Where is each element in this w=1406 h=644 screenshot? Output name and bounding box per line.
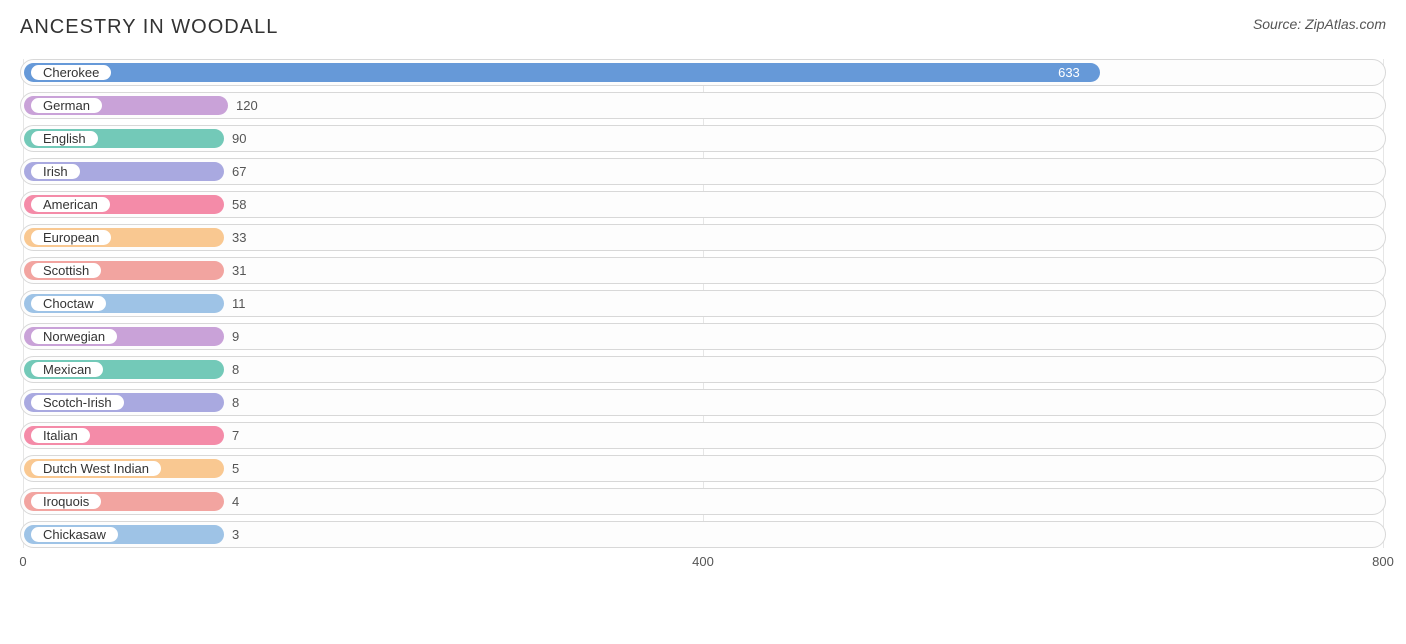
bar-value: 11 [224,291,246,316]
bar-row: Chickasaw 3 [20,521,1386,548]
bar-label-pill: Mexican [29,360,105,379]
bar-row: Cherokee 633 [20,59,1386,86]
bar-value: 7 [224,423,239,448]
bar-row: Irish 67 [20,158,1386,185]
bar-fill [24,63,1100,82]
bar-value: 4 [224,489,239,514]
bar-rows-container: Cherokee 633 German 120 English 90 Irish 67 Amer… [20,59,1386,548]
bar-label-pill: Iroquois [29,492,103,511]
bar-label-pill: Cherokee [29,63,113,82]
x-tick: 800 [1372,554,1394,569]
bar-value: 8 [224,357,239,382]
bar-value: 5 [224,456,239,481]
bar-value: 3 [224,522,239,547]
bar-row: American 58 [20,191,1386,218]
bar-value: 120 [228,93,258,118]
bar-label-pill: Norwegian [29,327,119,346]
bar-row: Scottish 31 [20,257,1386,284]
bar-label-pill: Irish [29,162,82,181]
bar-label-pill: Scotch-Irish [29,393,126,412]
bar-label-pill: Chickasaw [29,525,120,544]
bar-value: 90 [224,126,246,151]
bar-value: 67 [224,159,246,184]
bar-row: Iroquois 4 [20,488,1386,515]
bar-row: Dutch West Indian 5 [20,455,1386,482]
bar-label-pill: Choctaw [29,294,108,313]
bar-row: Italian 7 [20,422,1386,449]
chart-area: Cherokee633German120English90Irish67Amer… [20,59,1386,578]
bar-row: Norwegian 9 [20,323,1386,350]
source-attribution: Source: ZipAtlas.com [1253,16,1386,32]
bar-row: Mexican 8 [20,356,1386,383]
x-tick: 0 [19,554,26,569]
bar-label-pill: European [29,228,113,247]
bar-label-pill: English [29,129,100,148]
bar-row: Choctaw 11 [20,290,1386,317]
chart-title: ANCESTRY IN WOODALL [20,16,278,39]
bar-value: 33 [224,225,246,250]
x-tick: 400 [692,554,714,569]
x-axis: 0400800 [20,554,1386,578]
bar-row: German 120 [20,92,1386,119]
bar-label-pill: American [29,195,112,214]
bar-row: English 90 [20,125,1386,152]
bar-row: Scotch-Irish 8 [20,389,1386,416]
bar-label-pill: German [29,96,104,115]
bar-label-pill: Scottish [29,261,103,280]
bar-value: 8 [224,390,239,415]
bar-label-pill: Italian [29,426,92,445]
bar-value: 633 [1050,60,1080,85]
bar-row: European 33 [20,224,1386,251]
bar-value: 58 [224,192,246,217]
bar-value: 9 [224,324,239,349]
bar-label-pill: Dutch West Indian [29,459,163,478]
bar-value: 31 [224,258,246,283]
header: ANCESTRY IN WOODALL Source: ZipAtlas.com [20,16,1386,39]
